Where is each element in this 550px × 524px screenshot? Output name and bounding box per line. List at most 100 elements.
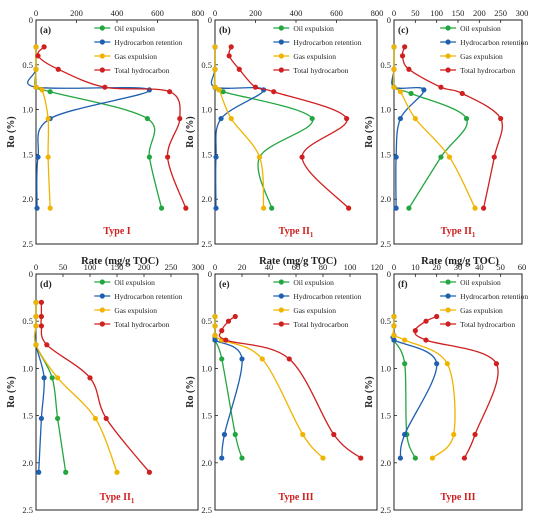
x-tick-label: 150 [452,8,465,18]
data-point [412,328,418,334]
x-tick-label: 200 [249,8,262,18]
panel-e: 0 20 40 60 80 100 120 0 0.5 1.0 1.5 2.0 2.5 Ro (%) (e)… [185,262,383,515]
shared-xlabel-right: Rate (mg/g TOC) [421,256,499,267]
data-point [402,431,408,438]
data-point [102,84,108,90]
data-point [35,53,41,59]
y-tick-label: 1.5 [22,149,33,159]
data-point [393,154,399,160]
legend: Oil expulsion Hydrocarbon retention Gas ex… [94,278,183,329]
data-point [223,337,229,343]
x-tick-label: 20 [432,262,441,272]
series-total-hydrocarbon [218,313,364,461]
data-point [444,361,450,367]
y-tick-label: 0.5 [380,60,391,70]
data-point [212,44,218,50]
data-point [216,87,222,93]
y-tick-label: 0.5 [22,60,33,70]
legend-marker [278,67,284,73]
series-line [392,46,468,209]
data-point [402,337,408,343]
y-tick-label: 2.0 [22,194,33,204]
panel-a: 0 200 400 600 800 0 0.5 1.0 1.5 2.0 2.5 Ro (%) (a) Oi… [6,8,204,249]
x-tick-label: 300 [516,8,529,18]
data-point [408,90,414,97]
series-total-hydrocarbon [412,313,499,461]
data-point [391,84,397,90]
data-point [423,318,429,324]
data-point [397,115,403,122]
data-point [299,154,305,160]
series-line [414,315,499,459]
data-point [451,431,457,438]
data-point [271,89,277,95]
data-point [472,431,478,438]
data-point [38,415,45,422]
y-tick-label: 2.5 [22,505,33,515]
type-caption: Type II1 [279,226,314,239]
y-tick-label: 2.5 [380,239,391,249]
legend-marker [445,25,451,31]
data-point [228,115,234,122]
y-tick-label: 1.5 [380,149,391,159]
legend-marker [445,307,451,313]
panel-label: (d) [40,279,52,290]
data-point [472,205,478,211]
data-point [391,337,397,343]
data-point [491,154,497,160]
x-tick-label: 100 [84,262,97,272]
series-total-hydrocarbon [399,44,504,211]
data-point [391,313,397,320]
data-point [213,154,219,160]
data-point [232,313,238,320]
legend-label: Hydrocarbon retention [114,38,182,47]
y-tick-label: 0.5 [380,316,391,326]
legend-marker [278,39,284,45]
series-line [33,302,118,473]
y-axis-label: Ro (%) [185,376,196,407]
legend-marker [445,53,451,59]
data-point [41,375,47,381]
type-caption-subscript: 1 [472,231,476,239]
x-tick-label: 800 [192,8,205,18]
panel-c: 0 50 100 150 200 250 300 0 0.5 1.0 1.5 2.0 2.5 Ro (%)… [364,8,528,249]
data-point [226,53,232,59]
data-point [412,115,418,122]
data-point [320,455,326,461]
data-point [423,337,429,343]
data-point [402,361,408,367]
legend: Oil expulsion Hydrocarbon retention Gas ex… [273,24,362,75]
legend-label: Hydrocarbon retention [114,292,182,301]
data-point [269,205,275,211]
data-point [219,328,225,334]
panel-d: 0 50 100 150 200 250 300 0 0.5 1.0 1.5 2.0 2.5 Ro (%)… [6,262,204,515]
legend-label: Total hydrocarbon [114,66,169,75]
data-point [212,323,218,329]
legend-marker [278,53,284,59]
legend-label: Oil expulsion [293,24,334,33]
data-point [346,205,352,211]
legend-marker [99,67,105,73]
legend-marker [278,293,284,299]
data-point [406,66,412,72]
data-point [212,332,218,338]
x-tick-label: 800 [371,8,384,18]
type-caption: Type III [440,492,475,503]
data-point [446,154,453,160]
type-caption: Type I [103,226,130,237]
x-tick-label: 50 [496,262,505,272]
x-tick-label: 0 [392,8,396,18]
y-axis-label: Ro (%) [6,376,17,407]
panel-label: (f) [398,279,408,290]
legend-label: Total hydrocarbon [114,320,169,329]
y-tick-label: 0 [208,269,212,279]
series-line [218,315,362,459]
y-tick-label: 2.5 [201,239,212,249]
y-tick-label: 0.5 [201,60,212,70]
data-point [220,89,226,95]
x-tick-label: 40 [475,262,484,272]
legend-label: Oil expulsion [293,278,334,287]
data-point [146,87,152,93]
legend-marker [445,39,451,45]
data-point [144,115,150,122]
